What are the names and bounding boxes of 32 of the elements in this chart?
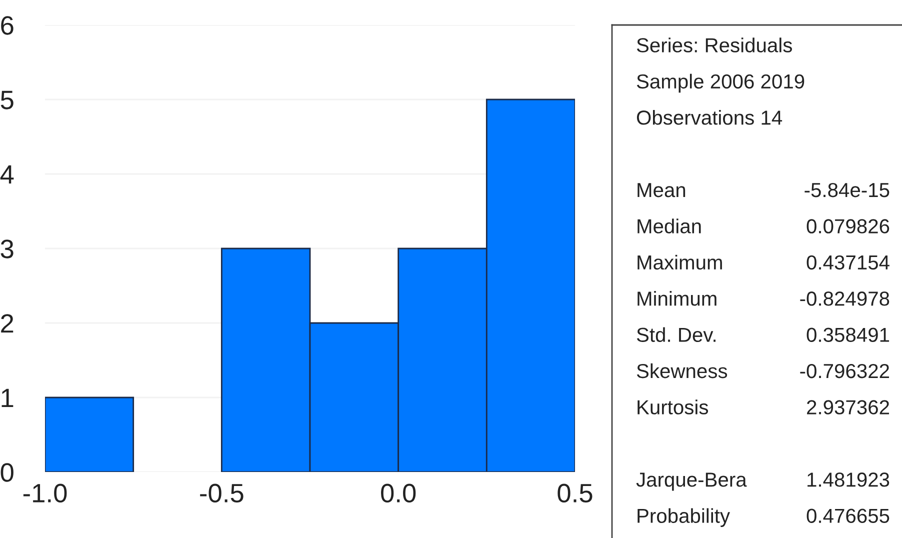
x-tick-label: 0.5: [558, 484, 592, 502]
text: Std. Dev.: [636, 327, 716, 342]
y-tick-label: 3: [0, 240, 14, 258]
y-tick-label: 0: [0, 463, 14, 482]
text: Jarque-Bera: [636, 472, 747, 491]
text: 0.079826: [806, 219, 890, 234]
text: 0.476655: [806, 508, 890, 524]
text: Median: [638, 218, 701, 234]
text: Maximum: [638, 254, 722, 270]
text: 1.481923: [808, 472, 890, 487]
text: Probability: [638, 508, 730, 527]
y-tick-label: 5: [0, 90, 14, 110]
y-tick-label: 4: [0, 165, 14, 184]
x-tick-label: -1.0: [23, 484, 67, 502]
text: Kurtosis: [638, 400, 708, 414]
y-tick-label: 6: [1, 16, 14, 35]
x-tick-label: 0.0: [381, 484, 416, 502]
text: 2.937362: [807, 400, 889, 414]
text: Skewness: [636, 363, 728, 378]
text: Sample 2006 2019: [636, 74, 804, 93]
text: Observations 14: [636, 110, 782, 125]
x-tick-label: -0.5: [200, 484, 244, 502]
text: 0.358491: [806, 328, 890, 342]
text: -0.824978: [800, 292, 890, 306]
text: Series: Residuals: [636, 38, 792, 52]
y-tick-label: 1: [2, 388, 14, 408]
text: -5.84e-15: [804, 182, 890, 198]
text: Mean: [638, 183, 686, 198]
text: Minimum: [638, 291, 716, 306]
text: 0.437154: [806, 255, 890, 270]
y-tick-label: 2: [1, 314, 14, 333]
text: -0.796322: [800, 364, 889, 378]
